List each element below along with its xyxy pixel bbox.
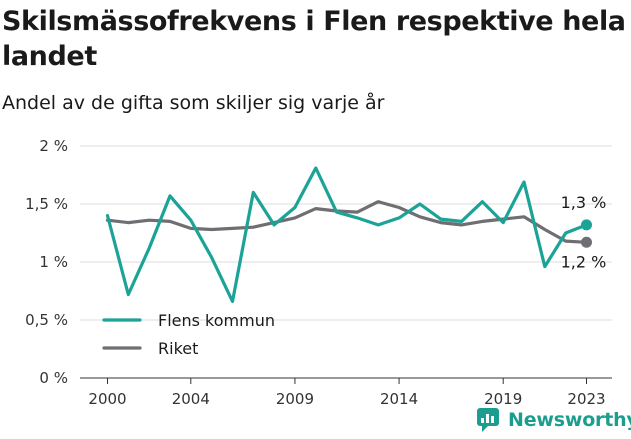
brand-logo: Newsworthy — [476, 406, 631, 434]
chart-title: Skilsmässofrekvens i Flen respektive hel… — [2, 6, 626, 72]
y-tick-label: 0 % — [39, 369, 68, 387]
brand-name: Newsworthy — [508, 409, 631, 431]
end-label-riket: 1,2 % — [561, 252, 607, 271]
newsworthy-logo-icon — [477, 408, 499, 432]
y-tick-label: 1 % — [39, 253, 68, 271]
x-tick-label: 2009 — [276, 390, 314, 408]
legend-label: Riket — [158, 339, 198, 358]
series-line-flens-kommun — [105, 166, 589, 303]
y-tick-label: 2 % — [39, 137, 68, 155]
series-end-point-riket — [581, 236, 592, 248]
y-tick-label: 1,5 % — [25, 195, 68, 213]
x-tick-label: 2023 — [567, 390, 605, 408]
x-tick-label: 2004 — [172, 390, 210, 408]
legend-label: Flens kommun — [158, 311, 275, 330]
x-tick-label: 2019 — [484, 390, 522, 408]
chart-subtitle: Andel av de gifta som skiljer sig varje … — [2, 92, 385, 114]
x-tick-label: 2000 — [88, 390, 126, 408]
series-end-point-flens-kommun — [581, 219, 592, 231]
end-label-flens: 1,3 % — [561, 193, 607, 212]
y-tick-label: 0,5 % — [25, 311, 68, 329]
x-tick-label: 2014 — [380, 390, 418, 408]
